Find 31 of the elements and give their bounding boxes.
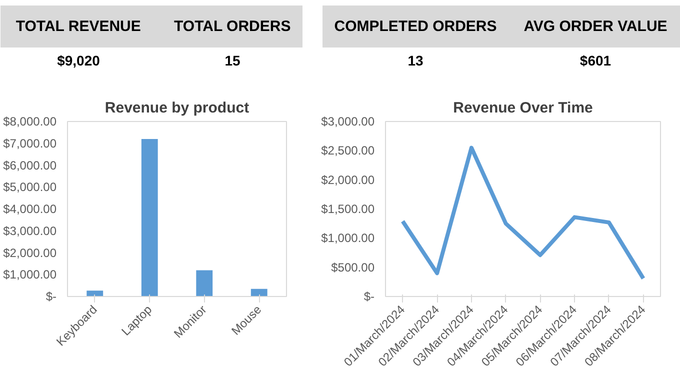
y-tick-label: $500.00	[331, 260, 375, 274]
text: COMPLETED ORDERS	[334, 18, 497, 35]
text: $601	[580, 52, 612, 68]
y-tick-label: $2,000.00	[3, 246, 57, 260]
chart-title: Revenue Over Time	[453, 100, 593, 116]
bar	[86, 290, 104, 296]
text: 15	[224, 52, 240, 68]
y-tick-label: $2,000.00	[321, 172, 375, 187]
y-tick-label: $-	[364, 290, 375, 304]
y-tick-label: $1,000.00	[321, 231, 375, 246]
chart-title: Revenue by product	[104, 100, 250, 116]
y-tick-label: $2,500.00	[321, 144, 375, 158]
y-tick-label: $3,000.00	[321, 114, 375, 128]
text: 13	[408, 52, 424, 68]
text: AVG ORDER VALUE	[524, 18, 668, 35]
text: TOTAL REVENUE	[16, 18, 141, 35]
bar	[196, 270, 213, 296]
y-tick-label: $1,500.00	[321, 202, 375, 216]
bar	[250, 288, 268, 296]
line-series	[400, 146, 646, 280]
y-tick-label: $6,000.00	[3, 158, 57, 172]
y-tick-label: $7,000.00	[3, 136, 57, 150]
text: TOTAL ORDERS	[174, 18, 291, 35]
y-tick-label: $-	[46, 290, 57, 304]
text: $9,020	[57, 52, 100, 68]
y-tick-label: $3,000.00	[3, 224, 57, 238]
y-tick-label: $1,000.00	[3, 268, 57, 282]
y-tick-label: $8,000.00	[3, 114, 57, 128]
y-tick-label: $5,000.00	[3, 180, 57, 194]
y-tick-label: $4,000.00	[3, 202, 57, 216]
bar	[141, 139, 158, 296]
